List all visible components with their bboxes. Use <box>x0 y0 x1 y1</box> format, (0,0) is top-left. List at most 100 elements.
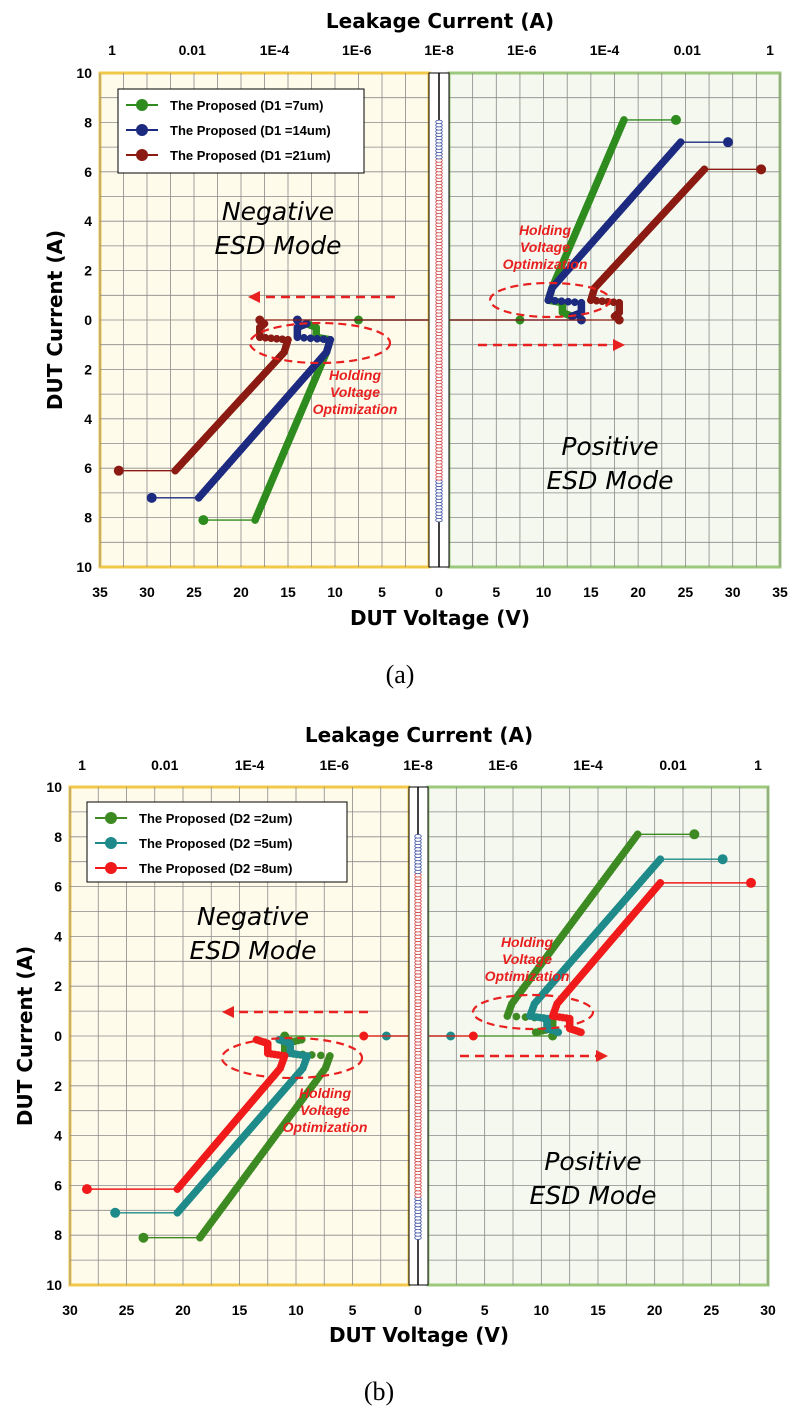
positive-leakage-point <box>722 137 733 148</box>
leakage-marker <box>435 119 443 125</box>
y-axis-title: DUT Current (A) <box>43 230 67 410</box>
y-tick-label: 6 <box>84 460 92 476</box>
top-tick-label: 1E-8 <box>424 42 454 58</box>
bottom-tick-label: 35 <box>92 584 108 600</box>
panel-label: (b) <box>364 1377 394 1406</box>
holding-ellipse-negative <box>220 1036 364 1080</box>
top-tick-label: 1 <box>108 42 116 58</box>
direction-arrow-negative-head <box>222 1006 234 1018</box>
top-tick-label: 1E-4 <box>235 757 265 773</box>
negative-leakage-point <box>138 1232 149 1243</box>
bottom-tick-label: 15 <box>280 584 296 600</box>
legend-label: The Proposed (D2 =5um) <box>139 836 293 851</box>
holding-annotation-negative: Holding <box>299 1085 352 1101</box>
legend-marker <box>136 124 148 136</box>
legend-label: The Proposed (D2 =2um) <box>139 811 293 826</box>
top-tick-label: 0.01 <box>151 757 178 773</box>
x-axis-title: DUT Voltage (V) <box>350 606 530 630</box>
positive-leakage-point <box>717 854 728 865</box>
top-tick-label: 1E-6 <box>488 757 518 773</box>
bottom-tick-label: 20 <box>647 1302 663 1318</box>
top-tick-label: 1E-6 <box>507 42 537 58</box>
positive-trigger-point <box>614 315 624 325</box>
negative-leakage-point <box>81 1184 92 1195</box>
y-axis-title: DUT Current (A) <box>13 946 37 1126</box>
positive-data-point <box>557 297 566 306</box>
bottom-tick-label: 10 <box>327 584 343 600</box>
y-tick-label: 0 <box>54 1028 62 1044</box>
bottom-tick-label: 35 <box>772 584 788 600</box>
positive-mode-label: Positive <box>544 1147 641 1176</box>
bottom-tick-label: 10 <box>288 1302 304 1318</box>
holding-annotation-negative: Optimization <box>283 1119 368 1135</box>
x-axis-title: DUT Voltage (V) <box>329 1323 509 1347</box>
bottom-tick-label: 15 <box>232 1302 248 1318</box>
holding-annotation-positive: Holding <box>519 222 572 238</box>
y-tick-label: 8 <box>54 829 62 845</box>
negative-leakage-point <box>146 492 157 503</box>
holding-ellipse-positive <box>488 281 612 319</box>
bottom-tick-label: 25 <box>186 584 202 600</box>
y-tick-label: 2 <box>54 1078 62 1094</box>
positive-trigger-point <box>468 1031 478 1041</box>
y-tick-label: 0 <box>84 312 92 328</box>
legend-label: The Proposed (D1 =21um) <box>170 148 331 163</box>
bottom-tick-label: 10 <box>534 1302 550 1318</box>
negative-data-point <box>293 333 302 342</box>
top-tick-label: 1E-6 <box>319 757 349 773</box>
negative-mode-label: Negative <box>197 902 309 931</box>
y-tick-label: 6 <box>54 1177 62 1193</box>
holding-annotation-negative: Voltage <box>330 384 380 400</box>
positive-leakage-point <box>746 877 756 888</box>
legend-marker <box>136 149 148 161</box>
y-tick-label: 10 <box>76 65 92 81</box>
holding-annotation-positive: Holding <box>501 934 554 950</box>
top-tick-label: 0.01 <box>179 42 206 58</box>
positive-data-point <box>564 297 573 306</box>
bottom-tick-label: 25 <box>704 1302 720 1318</box>
y-tick-label: 10 <box>46 1277 62 1293</box>
positive-mode-label: Positive <box>561 432 658 461</box>
legend-marker <box>136 99 148 111</box>
negative-leakage-point <box>113 465 124 476</box>
bottom-tick-label: 5 <box>492 584 500 600</box>
positive-data-point <box>577 298 586 307</box>
legend-marker <box>105 837 117 849</box>
legend: The Proposed (D1 =7um) The Proposed (D1 =… <box>117 88 365 174</box>
legend-label: The Proposed (D1 =7um) <box>170 98 324 113</box>
bottom-tick-label: 20 <box>175 1302 191 1318</box>
y-tick-label: 8 <box>54 1227 62 1243</box>
holding-ellipse-positive <box>471 993 595 1031</box>
y-tick-label: 4 <box>54 1128 62 1144</box>
y-tick-label: 8 <box>84 510 92 526</box>
negative-trigger-point <box>359 1031 369 1041</box>
direction-arrow-positive-head <box>596 1050 608 1062</box>
negative-data-point <box>317 1051 325 1060</box>
y-tick-label: 4 <box>84 213 92 229</box>
negative-mode-label: ESD Mode <box>190 936 317 965</box>
holding-annotation-positive: Optimization <box>503 256 588 272</box>
bottom-tick-label: 30 <box>62 1302 78 1318</box>
top-tick-label: 1E-4 <box>260 42 290 58</box>
negative-data-point <box>313 334 321 343</box>
top-tick-label: 1E-8 <box>403 757 433 773</box>
y-tick-label: 4 <box>84 411 92 427</box>
y-tick-label: 2 <box>84 263 92 279</box>
negative-leakage-point <box>198 515 209 526</box>
grid-lines <box>69 787 769 1285</box>
legend-box <box>117 88 365 174</box>
chart-panel-1: Leakage Current (A) 1 0.01 1E-4 1E-6 1E-8 1E-6… <box>43 9 788 689</box>
bottom-tick-label: 5 <box>481 1302 489 1318</box>
legend-box <box>86 801 348 883</box>
leakage-marker <box>414 834 422 839</box>
series-1 <box>138 829 700 1243</box>
positive-leakage-point <box>689 829 700 840</box>
direction-arrow-positive-head <box>613 339 625 351</box>
series-2 <box>146 137 733 503</box>
top-tick-label: 1E-6 <box>342 42 372 58</box>
top-tick-label: 1 <box>754 757 762 773</box>
bottom-tick-label: 15 <box>590 1302 606 1318</box>
y-tick-label: 10 <box>76 559 92 575</box>
bottom-tick-label: 5 <box>378 584 386 600</box>
